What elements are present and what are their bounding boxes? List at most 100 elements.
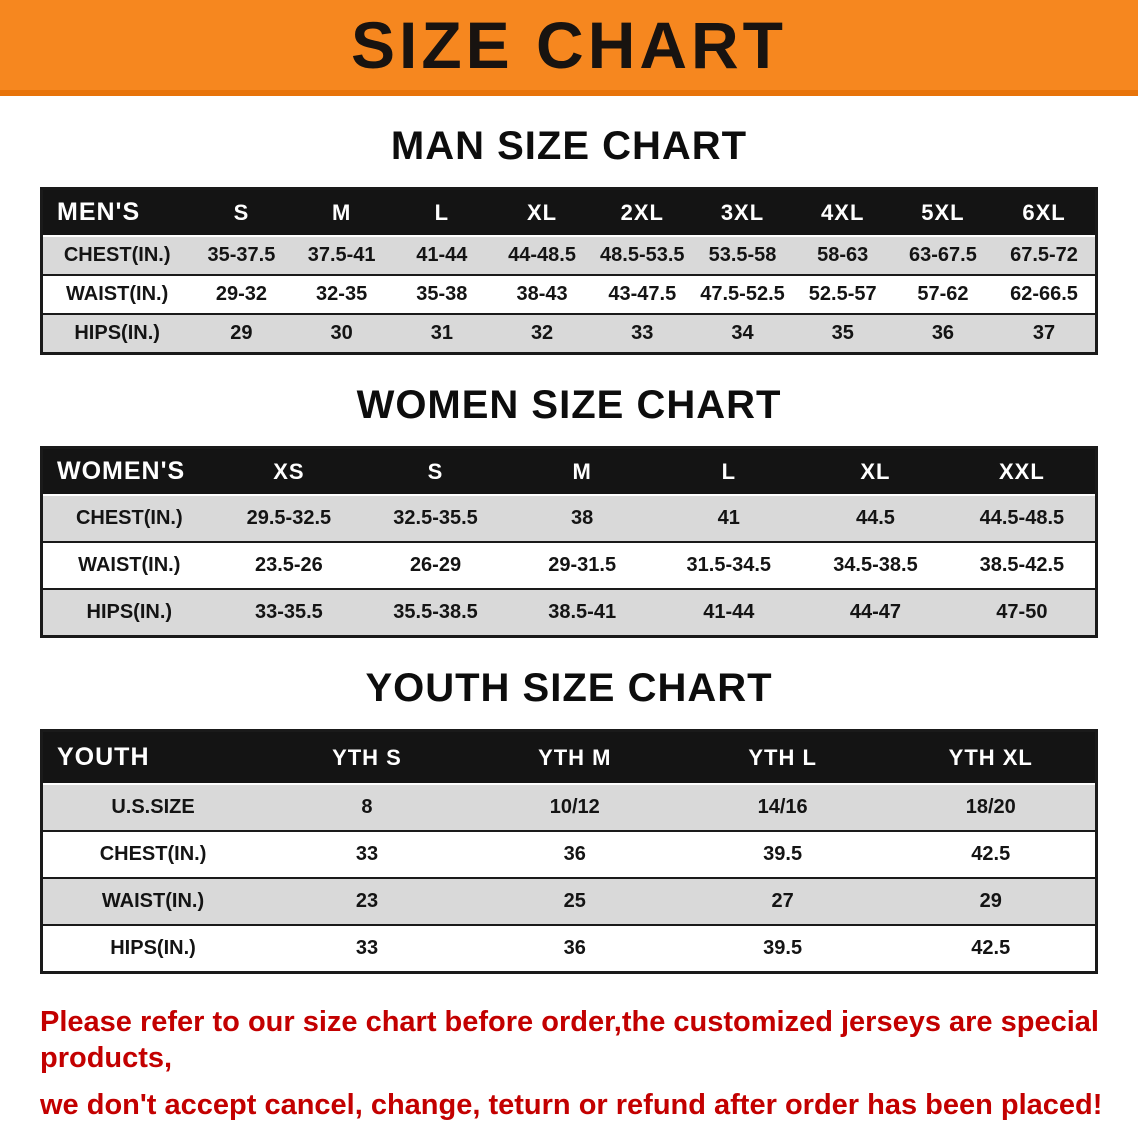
table-cell: 30 (291, 313, 392, 354)
men-waist-row: WAIST(IN.) 29-32 32-35 35-38 38-43 43-47… (41, 274, 1097, 314)
men-hips-row: HIPS(IN.) 29 30 31 32 33 34 35 36 37 (41, 313, 1097, 354)
table-cell: 29 (886, 877, 1097, 925)
row-label: CHEST(IN.) (41, 830, 264, 878)
women-waist-row: WAIST(IN.) 23.5-26 26-29 29-31.5 31.5-34… (41, 541, 1097, 589)
table-cell: 31 (391, 313, 492, 354)
table-cell: 29-32 (191, 274, 292, 314)
men-header-cell: 5XL (892, 188, 994, 237)
men-header-cell: 2XL (592, 188, 693, 237)
table-cell: 67.5-72 (993, 235, 1097, 275)
youth-chest-row: CHEST(IN.) 33 36 39.5 42.5 (41, 830, 1097, 878)
women-header-cell: XL (802, 447, 949, 496)
men-chest-row: CHEST(IN.) 35-37.5 37.5-41 41-44 44-48.5… (41, 235, 1097, 275)
youth-header-row: YOUTH YTH S YTH M YTH L YTH XL (41, 730, 1097, 785)
table-cell: 29 (191, 313, 292, 354)
youth-header-cell: YOUTH (41, 730, 264, 785)
table-cell: 44-47 (802, 588, 949, 637)
table-cell: 35-37.5 (191, 235, 292, 275)
table-cell: 36 (470, 924, 679, 973)
table-cell: 41-44 (655, 588, 803, 637)
men-header-cell: S (191, 188, 292, 237)
table-cell: 36 (470, 830, 679, 878)
row-label: CHEST(IN.) (41, 235, 192, 275)
youth-header-cell: YTH L (678, 730, 887, 785)
men-header-cell: L (391, 188, 492, 237)
men-header-cell: M (291, 188, 392, 237)
youth-section-heading: YOUTH SIZE CHART (365, 666, 773, 710)
men-header-row: MEN'S S M L XL 2XL 3XL 4XL 5XL 6XL (41, 188, 1097, 237)
youth-hips-row: HIPS(IN.) 33 36 39.5 42.5 (41, 924, 1097, 973)
women-size-table: WOMEN'S XS S M L XL XXL CHEST(IN.) 29.5-… (40, 446, 1098, 638)
table-cell: 41-44 (391, 235, 492, 275)
table-cell: 10/12 (470, 783, 679, 831)
women-section-heading: WOMEN SIZE CHART (356, 383, 782, 427)
table-cell: 38 (508, 494, 656, 542)
table-cell: 44.5-48.5 (948, 494, 1097, 542)
table-cell: 23 (263, 877, 471, 925)
table-cell: 26-29 (362, 541, 509, 589)
table-cell: 35 (792, 313, 893, 354)
page-title: SIZE CHART (351, 8, 787, 82)
youth-header-cell: YTH S (263, 730, 471, 785)
table-cell: 48.5-53.5 (592, 235, 693, 275)
youth-waist-row: WAIST(IN.) 23 25 27 29 (41, 877, 1097, 925)
men-header-cell: 3XL (692, 188, 793, 237)
table-cell: 14/16 (678, 783, 887, 831)
youth-header-cell: YTH XL (886, 730, 1097, 785)
men-section-heading: MAN SIZE CHART (390, 124, 748, 168)
table-cell: 8 (263, 783, 471, 831)
table-cell: 38-43 (491, 274, 593, 314)
table-cell: 34 (692, 313, 793, 354)
table-cell: 33 (263, 830, 471, 878)
table-cell: 42.5 (886, 830, 1097, 878)
row-label: WAIST(IN.) (41, 877, 264, 925)
table-cell: 29-31.5 (508, 541, 656, 589)
table-cell: 53.5-58 (692, 235, 793, 275)
table-cell: 42.5 (886, 924, 1097, 973)
row-label: HIPS(IN.) (41, 588, 216, 637)
table-cell: 38.5-42.5 (948, 541, 1097, 589)
women-header-cell: L (655, 447, 803, 496)
table-cell: 47.5-52.5 (692, 274, 793, 314)
table-cell: 34.5-38.5 (802, 541, 949, 589)
table-cell: 33-35.5 (215, 588, 363, 637)
banner: SIZE CHART (0, 0, 1138, 96)
table-cell: 25 (470, 877, 679, 925)
table-cell: 32 (491, 313, 593, 354)
table-cell: 36 (892, 313, 994, 354)
row-label: WAIST(IN.) (41, 541, 216, 589)
table-cell: 39.5 (678, 830, 887, 878)
men-header-cell: MEN'S (41, 188, 192, 237)
men-header-cell: XL (491, 188, 593, 237)
women-header-cell: XS (215, 447, 363, 496)
youth-section: YOUTH SIZE CHART YOUTH YTH S YTH M YTH L… (0, 666, 1138, 974)
disclaimer-line-2: we don't accept cancel, change, teturn o… (40, 1088, 1103, 1121)
women-header-cell: XXL (948, 447, 1097, 496)
table-cell: 27 (678, 877, 887, 925)
row-label: HIPS(IN.) (41, 313, 192, 354)
table-cell: 31.5-34.5 (655, 541, 803, 589)
men-header-cell: 4XL (792, 188, 893, 237)
table-cell: 23.5-26 (215, 541, 363, 589)
table-cell: 47-50 (948, 588, 1097, 637)
table-cell: 32-35 (291, 274, 392, 314)
table-cell: 52.5-57 (792, 274, 893, 314)
row-label: CHEST(IN.) (41, 494, 216, 542)
table-cell: 38.5-41 (508, 588, 656, 637)
table-cell: 44.5 (802, 494, 949, 542)
table-cell: 62-66.5 (993, 274, 1097, 314)
youth-header-cell: YTH M (470, 730, 679, 785)
table-cell: 29.5-32.5 (215, 494, 363, 542)
youth-size-table: YOUTH YTH S YTH M YTH L YTH XL U.S.SIZE … (40, 729, 1098, 974)
table-cell: 32.5-35.5 (362, 494, 509, 542)
table-cell: 33 (592, 313, 693, 354)
women-header-row: WOMEN'S XS S M L XL XXL (41, 447, 1097, 496)
table-cell: 35.5-38.5 (362, 588, 509, 637)
disclaimer-note: Please refer to our size chart before or… (40, 1004, 1138, 1123)
women-chest-row: CHEST(IN.) 29.5-32.5 32.5-35.5 38 41 44.… (41, 494, 1097, 542)
men-header-cell: 6XL (993, 188, 1097, 237)
women-header-cell: S (362, 447, 509, 496)
table-cell: 37.5-41 (291, 235, 392, 275)
row-label: WAIST(IN.) (41, 274, 192, 314)
